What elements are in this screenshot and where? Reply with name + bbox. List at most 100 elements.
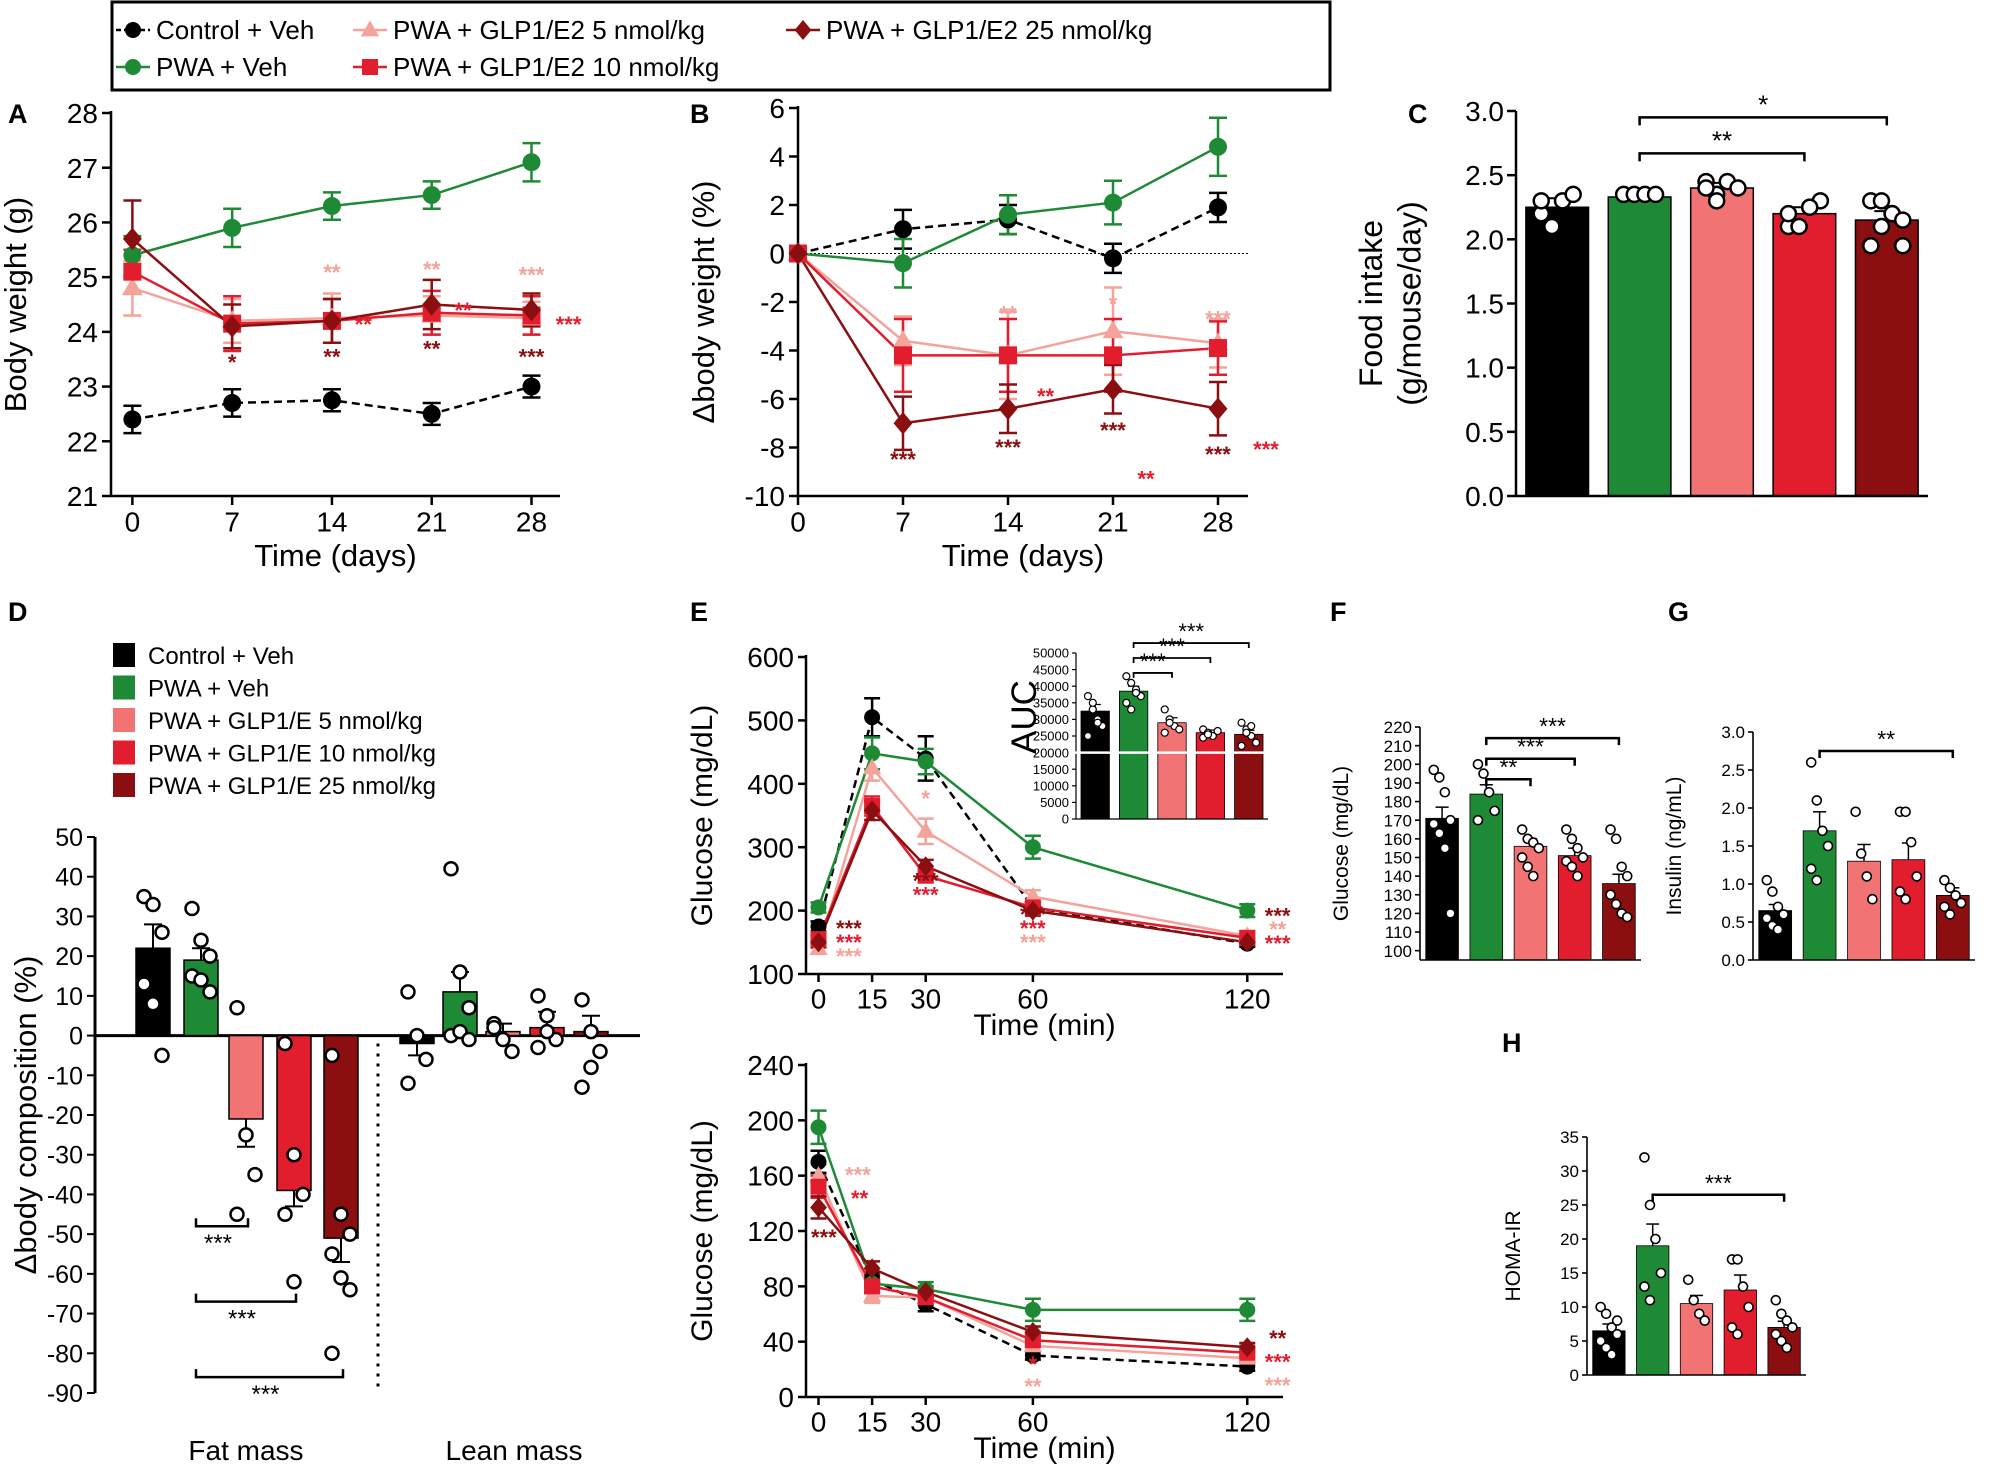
data-point: [574, 992, 590, 1008]
data-point: [452, 964, 468, 980]
x-tick-label: 14: [992, 507, 1023, 538]
data-point-pwa-glp1-e2-25-nmol-kg: [863, 1258, 881, 1279]
data-point: [333, 1270, 349, 1286]
y-tick-label: 20: [1560, 1230, 1579, 1249]
panel-h: 0 5 10 15 20 25 30 35 HOMA-IR *** H: [1502, 1028, 1806, 1385]
data-point: [1655, 1267, 1667, 1279]
panel-letter: D: [8, 597, 28, 627]
y-tick-label: 240: [747, 1050, 794, 1081]
series-line-control-veh: [817, 715, 1248, 945]
data-point: [277, 1035, 293, 1052]
panel-letter: G: [1668, 597, 1689, 627]
y-tick-label: 27: [67, 153, 98, 184]
data-point: [286, 1274, 302, 1290]
y-tick-label: 15: [1560, 1264, 1579, 1283]
y-tick-label: 500: [747, 705, 794, 736]
data-point: [1127, 678, 1136, 687]
y-tick-label: 20: [55, 943, 83, 971]
data-point: [1894, 211, 1912, 229]
data-point: [1600, 1342, 1612, 1354]
bar-fat-1: [135, 947, 171, 1037]
y-tick-label: 120: [747, 1216, 794, 1247]
significance-label: ***: [995, 435, 1021, 460]
significance-bracket: [1132, 657, 1212, 663]
y-tick-label: 0: [1570, 1366, 1579, 1385]
data-point-pwa-glp1-e2-25-nmol-kg: [1024, 1321, 1042, 1342]
data-point: [1850, 806, 1861, 818]
y-tick-label: 220: [1384, 718, 1412, 737]
data-point: [1772, 901, 1784, 913]
y-tick-label: 100: [1384, 942, 1412, 961]
legend-label-pwa-glp1-e-25-nmol-kg: PWA + GLP1/E 25 nmol/kg: [148, 773, 436, 800]
panel-letter: B: [690, 99, 710, 129]
bar-pwa-veh: [1802, 830, 1837, 961]
data-point: [1251, 738, 1261, 747]
data-point-control-veh: [123, 410, 142, 429]
y-axis-label: Body weight (g): [0, 197, 33, 412]
data-point: [1955, 897, 1967, 909]
significance-label: **: [1037, 384, 1055, 409]
legend-marker-pwa-glp1-e2-10-nmol-kg: [362, 59, 378, 75]
significance-label: **: [1137, 466, 1155, 491]
data-point: [418, 1051, 434, 1068]
data-point: [1093, 718, 1102, 727]
data-point-control-veh: [864, 709, 881, 726]
data-point: [583, 1059, 599, 1076]
y-tick-label: 1.0: [1465, 353, 1504, 384]
significance-label: *: [1109, 292, 1118, 317]
data-point: [238, 1127, 254, 1143]
y-axis-label: Glucose (mg/dL): [1330, 766, 1353, 921]
x-tick-label: 7: [895, 507, 911, 538]
y-tick-label: 140: [1384, 867, 1412, 886]
significance-label: ***: [1205, 442, 1231, 467]
data-point: [1445, 908, 1456, 919]
data-point: [1743, 1301, 1754, 1313]
significance-label: ***: [228, 1306, 256, 1333]
data-point: [342, 1226, 358, 1242]
significance-label: ***: [1265, 903, 1291, 928]
y-tick-label: 4: [769, 142, 785, 173]
data-point: [1439, 786, 1451, 798]
legend-swatch-pwa-glp1-e-25-nmol-kg: [113, 773, 135, 797]
significance-bracket: [1638, 152, 1806, 162]
y-tick-label: 200: [1384, 755, 1412, 774]
data-point: [154, 1047, 170, 1064]
data-point: [1862, 237, 1880, 255]
x-tick-label: 0: [811, 984, 827, 1015]
data-point: [1772, 924, 1784, 935]
data-point: [277, 1206, 293, 1223]
x-tick-label: 0: [811, 1407, 827, 1438]
data-point: [154, 924, 170, 941]
data-point: [1939, 874, 1950, 886]
panel-letter: A: [8, 99, 28, 129]
y-tick-label: 40: [763, 1327, 794, 1358]
y-tick-label: 25000: [1033, 729, 1069, 744]
y-tick-label: 45000: [1033, 662, 1069, 677]
bar-pwa-glp1-e2-5-nmol-kg: [1689, 187, 1755, 497]
y-tick-label: 23: [67, 372, 98, 403]
data-point: [1644, 1199, 1656, 1211]
y-axis-label: Δbody weight (%): [686, 181, 721, 424]
y-tick-label: 200: [747, 896, 794, 927]
data-point: [400, 1075, 416, 1091]
bar-pwa-glp1-e2-5-nmol-kg: [1157, 722, 1187, 820]
y-axis-label: (g/mouse/day): [1391, 201, 1427, 406]
significance-label: **: [851, 1186, 869, 1211]
data-point: [1478, 768, 1489, 779]
data-point: [1650, 1233, 1661, 1245]
y-tick-label: 190: [1384, 774, 1412, 793]
data-point-pwa-veh: [810, 899, 827, 916]
x-tick-label: 60: [1017, 984, 1048, 1015]
data-point: [202, 984, 218, 1000]
significance-label: **: [355, 312, 373, 337]
data-point: [1616, 861, 1627, 873]
data-point: [409, 1027, 425, 1044]
y-tick-label: 2.0: [1721, 799, 1745, 818]
data-point-pwa-veh: [123, 246, 142, 265]
bar-fat-5: [323, 1034, 359, 1239]
significance-label: **: [1877, 726, 1895, 752]
data-point: [592, 1043, 608, 1060]
data-point-pwa-glp1-e2-10-nmol-kg: [810, 1178, 827, 1195]
y-tick-label: 35000: [1033, 695, 1069, 710]
y-tick-label: 24: [67, 317, 98, 348]
